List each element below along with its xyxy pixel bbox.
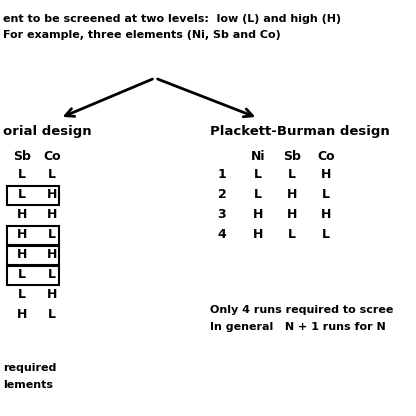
Text: L: L [254,168,262,181]
Text: L: L [254,188,262,201]
Text: In general   N + 1 runs for N: In general N + 1 runs for N [210,322,390,332]
Text: Sb: Sb [283,150,301,163]
Text: H: H [287,208,297,221]
Text: Only 4 runs required to scree: Only 4 runs required to scree [210,305,394,315]
Text: H: H [17,248,27,261]
Text: Sb: Sb [13,150,31,163]
Text: L: L [288,228,296,241]
Text: H: H [321,168,331,181]
Text: orial design: orial design [3,125,92,138]
Text: required: required [3,363,57,373]
Bar [7,246,59,265]
Text: For example, three elements (Ni, Sb and Co): For example, three elements (Ni, Sb and … [3,30,281,40]
Text: L: L [18,288,26,301]
Text: L: L [288,168,296,181]
Text: ent to be screened at two levels:  low (L) and high (H): ent to be screened at two levels: low (L… [3,14,341,24]
Text: lements: lements [3,380,53,390]
Text: L: L [48,228,56,241]
Text: H: H [17,308,27,321]
Text: L: L [18,188,26,201]
Text: H: H [47,248,57,261]
Text: 4: 4 [218,228,226,241]
Text: 2: 2 [218,188,226,201]
Text: H: H [47,208,57,221]
Text: Plackett-Burman design: Plackett-Burman design [210,125,390,138]
Text: H: H [253,228,263,241]
Text: 3: 3 [218,208,226,221]
Text: L: L [48,168,56,181]
Bar [7,186,59,205]
Text: L: L [18,268,26,281]
Text: L: L [322,188,330,201]
Text: L: L [48,268,56,281]
Text: H: H [287,188,297,201]
Text: Co: Co [317,150,335,163]
Text: H: H [47,188,57,201]
Bar [7,266,59,285]
Text: Co: Co [43,150,61,163]
Text: L: L [18,168,26,181]
Text: Ni: Ni [251,150,265,163]
Text: L: L [322,228,330,241]
Text: H: H [321,208,331,221]
Text: L: L [48,308,56,321]
Text: H: H [17,208,27,221]
Text: H: H [47,288,57,301]
Text: H: H [17,228,27,241]
Bar [7,226,59,245]
Text: 1: 1 [218,168,226,181]
Text: H: H [253,208,263,221]
